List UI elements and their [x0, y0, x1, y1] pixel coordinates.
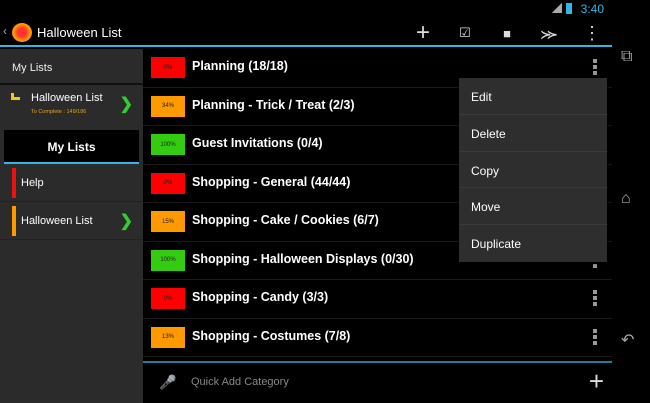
category-title: Planning - Trick / Treat (2/3): [192, 97, 355, 112]
category-title: Shopping - Cake / Cookies (6/7): [192, 213, 379, 227]
back-caret-icon[interactable]: ‹: [3, 24, 7, 38]
add-icon[interactable]: +: [415, 19, 430, 46]
progress-badge: 34%: [151, 95, 185, 117]
category-title: Guest Invitations (0/4): [192, 136, 323, 150]
sidebar-item-label: Help: [21, 177, 44, 189]
current-list[interactable]: Halloween List To Complete : 149/186 ❯: [0, 85, 143, 130]
app-title: Halloween List: [37, 25, 122, 40]
menu-item-copy[interactable]: Copy: [459, 152, 607, 189]
quick-add-input[interactable]: [191, 371, 551, 393]
overflow-icon[interactable]: [593, 59, 597, 75]
to-complete-count: To Complete : 149/186: [31, 109, 87, 115]
context-menu: Edit Delete Copy Move Duplicate: [459, 78, 607, 262]
sidebar-header: My Lists: [0, 49, 143, 85]
add-icon[interactable]: +: [588, 366, 604, 396]
menu-item-duplicate[interactable]: Duplicate: [471, 237, 522, 252]
category-title: Planning (18/18): [192, 59, 288, 73]
category-list: 0% Planning (18/18) 34% Planning - Trick…: [143, 49, 612, 361]
home-icon[interactable]: ⌂: [621, 190, 631, 207]
overflow-icon[interactable]: [593, 328, 597, 345]
microphone-icon[interactable]: 🎤: [159, 374, 177, 390]
signal-icon: [552, 3, 562, 13]
sidebar-item-help[interactable]: Help: [0, 164, 143, 202]
sidebar-item-halloween-list[interactable]: Halloween List ❯: [0, 202, 143, 240]
menu-item-edit[interactable]: Edit: [459, 78, 607, 115]
category-title: Shopping - General (44/44): [192, 174, 351, 189]
progress-badge: 0%: [151, 57, 185, 78]
subfolder-icon: [11, 93, 20, 100]
chevron-right-icon[interactable]: ❯: [119, 213, 133, 230]
recent-apps-icon[interactable]: ⧉: [621, 48, 633, 65]
battery-icon: [566, 3, 572, 14]
category-title: Shopping - Candy (3/3): [192, 290, 329, 304]
progress-badge: 100%: [151, 134, 185, 155]
tab-my-lists[interactable]: My Lists: [4, 130, 139, 164]
checkbox-icon[interactable]: ☑: [459, 25, 471, 40]
share-icon[interactable]: ⪼: [540, 22, 558, 43]
back-icon[interactable]: ↶: [621, 332, 635, 349]
list-item[interactable]: 0% Planning (18/18): [143, 49, 612, 88]
category-title: Shopping - Costumes (7/8): [192, 328, 351, 343]
progress-badge: 0%: [151, 288, 185, 309]
square-icon[interactable]: ■: [503, 25, 511, 41]
progress-badge: 0%: [151, 172, 185, 194]
chevron-right-icon[interactable]: ❯: [119, 96, 133, 113]
menu-item-move[interactable]: Move: [459, 188, 607, 226]
system-nav-bar: ⧉ ⌂ ↶: [612, 0, 650, 403]
clock: 3:40: [580, 2, 604, 16]
current-list-name: Halloween List: [31, 92, 103, 104]
category-title: Shopping - Halloween Displays (0/30): [192, 251, 414, 266]
quick-add-bar: 🎤 +: [143, 361, 612, 403]
overflow-icon[interactable]: [593, 290, 597, 306]
list-item[interactable]: 13% Shopping - Costumes (7/8): [143, 319, 612, 357]
progress-badge: 100%: [151, 249, 185, 271]
progress-badge: 15%: [151, 211, 185, 232]
sidebar-item-label: Halloween List: [21, 215, 93, 227]
app-logo-icon[interactable]: [12, 23, 32, 42]
color-bar: [12, 206, 16, 236]
action-bar: ‹ Halloween List + ☑ ■ ⪼ ⋮: [0, 18, 612, 47]
status-bar: 3:40: [0, 0, 612, 18]
progress-badge: 13%: [151, 326, 185, 348]
overflow-icon[interactable]: ⋮: [583, 22, 601, 43]
list-item[interactable]: 0% Shopping - General (44/44): [143, 165, 612, 203]
sidebar: My Lists Halloween List To Complete : 14…: [0, 49, 143, 403]
list-item[interactable]: 0% Shopping - Candy (3/3): [143, 280, 612, 319]
menu-item-delete[interactable]: Delete: [459, 115, 607, 152]
color-bar: [12, 168, 16, 198]
list-item[interactable]: 100% Shopping - Halloween Displays (0/30…: [143, 242, 612, 280]
